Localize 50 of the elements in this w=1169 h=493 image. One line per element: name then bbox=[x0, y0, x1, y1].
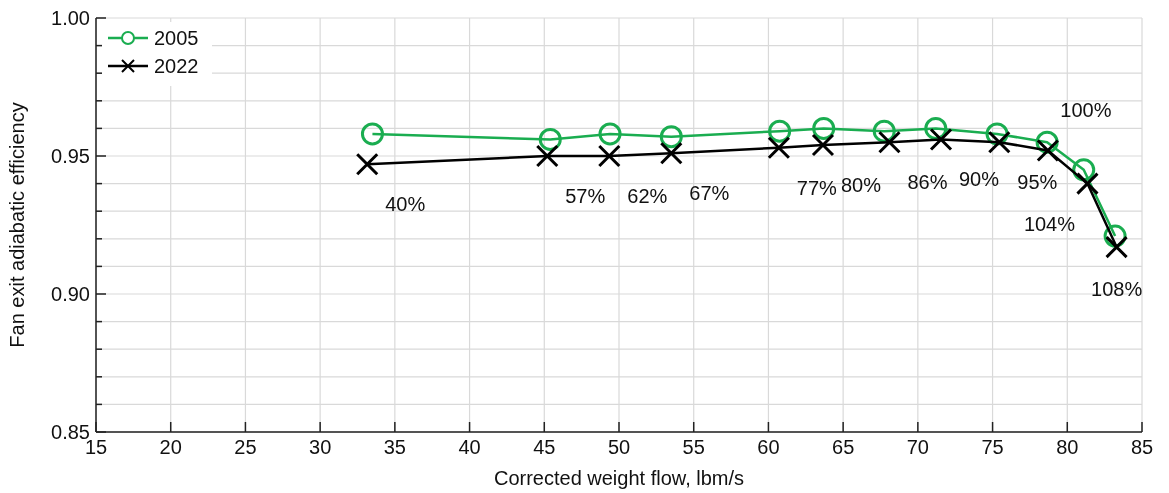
annotation: 77% bbox=[796, 176, 838, 199]
x-tick-label: 40 bbox=[458, 436, 481, 458]
point bbox=[355, 152, 379, 176]
point bbox=[767, 136, 791, 160]
x-tick-label: 80 bbox=[1056, 436, 1079, 458]
x-tick-label: 45 bbox=[533, 436, 556, 458]
annotation: 80% bbox=[840, 173, 882, 196]
point bbox=[360, 122, 384, 146]
y-tick-label: 0.95 bbox=[51, 145, 90, 167]
x-tick-label: 55 bbox=[682, 436, 705, 458]
point bbox=[1075, 172, 1099, 196]
legend-label: 2022 bbox=[154, 55, 199, 77]
annotation: 67% bbox=[689, 182, 730, 205]
point bbox=[812, 116, 836, 140]
x-tick-label: 85 bbox=[1130, 436, 1154, 458]
x-tick-label: 20 bbox=[159, 436, 182, 458]
x-tick-label: 35 bbox=[383, 436, 406, 458]
annotation: 86% bbox=[907, 171, 948, 194]
x-tick-label: 65 bbox=[832, 436, 855, 458]
x-tick-label: 60 bbox=[757, 436, 780, 458]
x-tick-label: 70 bbox=[906, 436, 929, 458]
annotation: 62% bbox=[627, 185, 668, 207]
annotation: 57% bbox=[565, 185, 606, 207]
point bbox=[1036, 138, 1060, 162]
x-tick-label: 50 bbox=[607, 436, 631, 458]
legend-label: 2005 bbox=[154, 27, 199, 49]
annotation: 90% bbox=[959, 168, 1000, 191]
point bbox=[659, 125, 683, 149]
point bbox=[597, 144, 621, 168]
annotation: 95% bbox=[1017, 171, 1058, 194]
point bbox=[811, 133, 835, 157]
annotation: 40% bbox=[385, 193, 426, 216]
point bbox=[987, 130, 1011, 154]
point bbox=[929, 127, 953, 151]
point bbox=[877, 130, 901, 154]
point bbox=[768, 119, 792, 143]
y-tick-label: 1.00 bbox=[51, 7, 90, 29]
annotation: 100% bbox=[1060, 99, 1112, 122]
annotation: 104% bbox=[1023, 212, 1076, 235]
annotation: 108% bbox=[1091, 278, 1143, 301]
point bbox=[659, 141, 683, 165]
x-tick-label: 75 bbox=[981, 436, 1004, 458]
x-axis-title: Corrected weight flow, lbm/s bbox=[493, 467, 745, 489]
point bbox=[535, 144, 559, 168]
point bbox=[598, 122, 622, 146]
y-tick-label: 0.90 bbox=[51, 283, 90, 305]
x-tick-label: 25 bbox=[234, 436, 257, 458]
x-tick-label: 30 bbox=[309, 436, 332, 458]
point bbox=[1105, 235, 1129, 259]
y-axis-title: Fan exit adiabatic efficiency bbox=[6, 102, 28, 348]
